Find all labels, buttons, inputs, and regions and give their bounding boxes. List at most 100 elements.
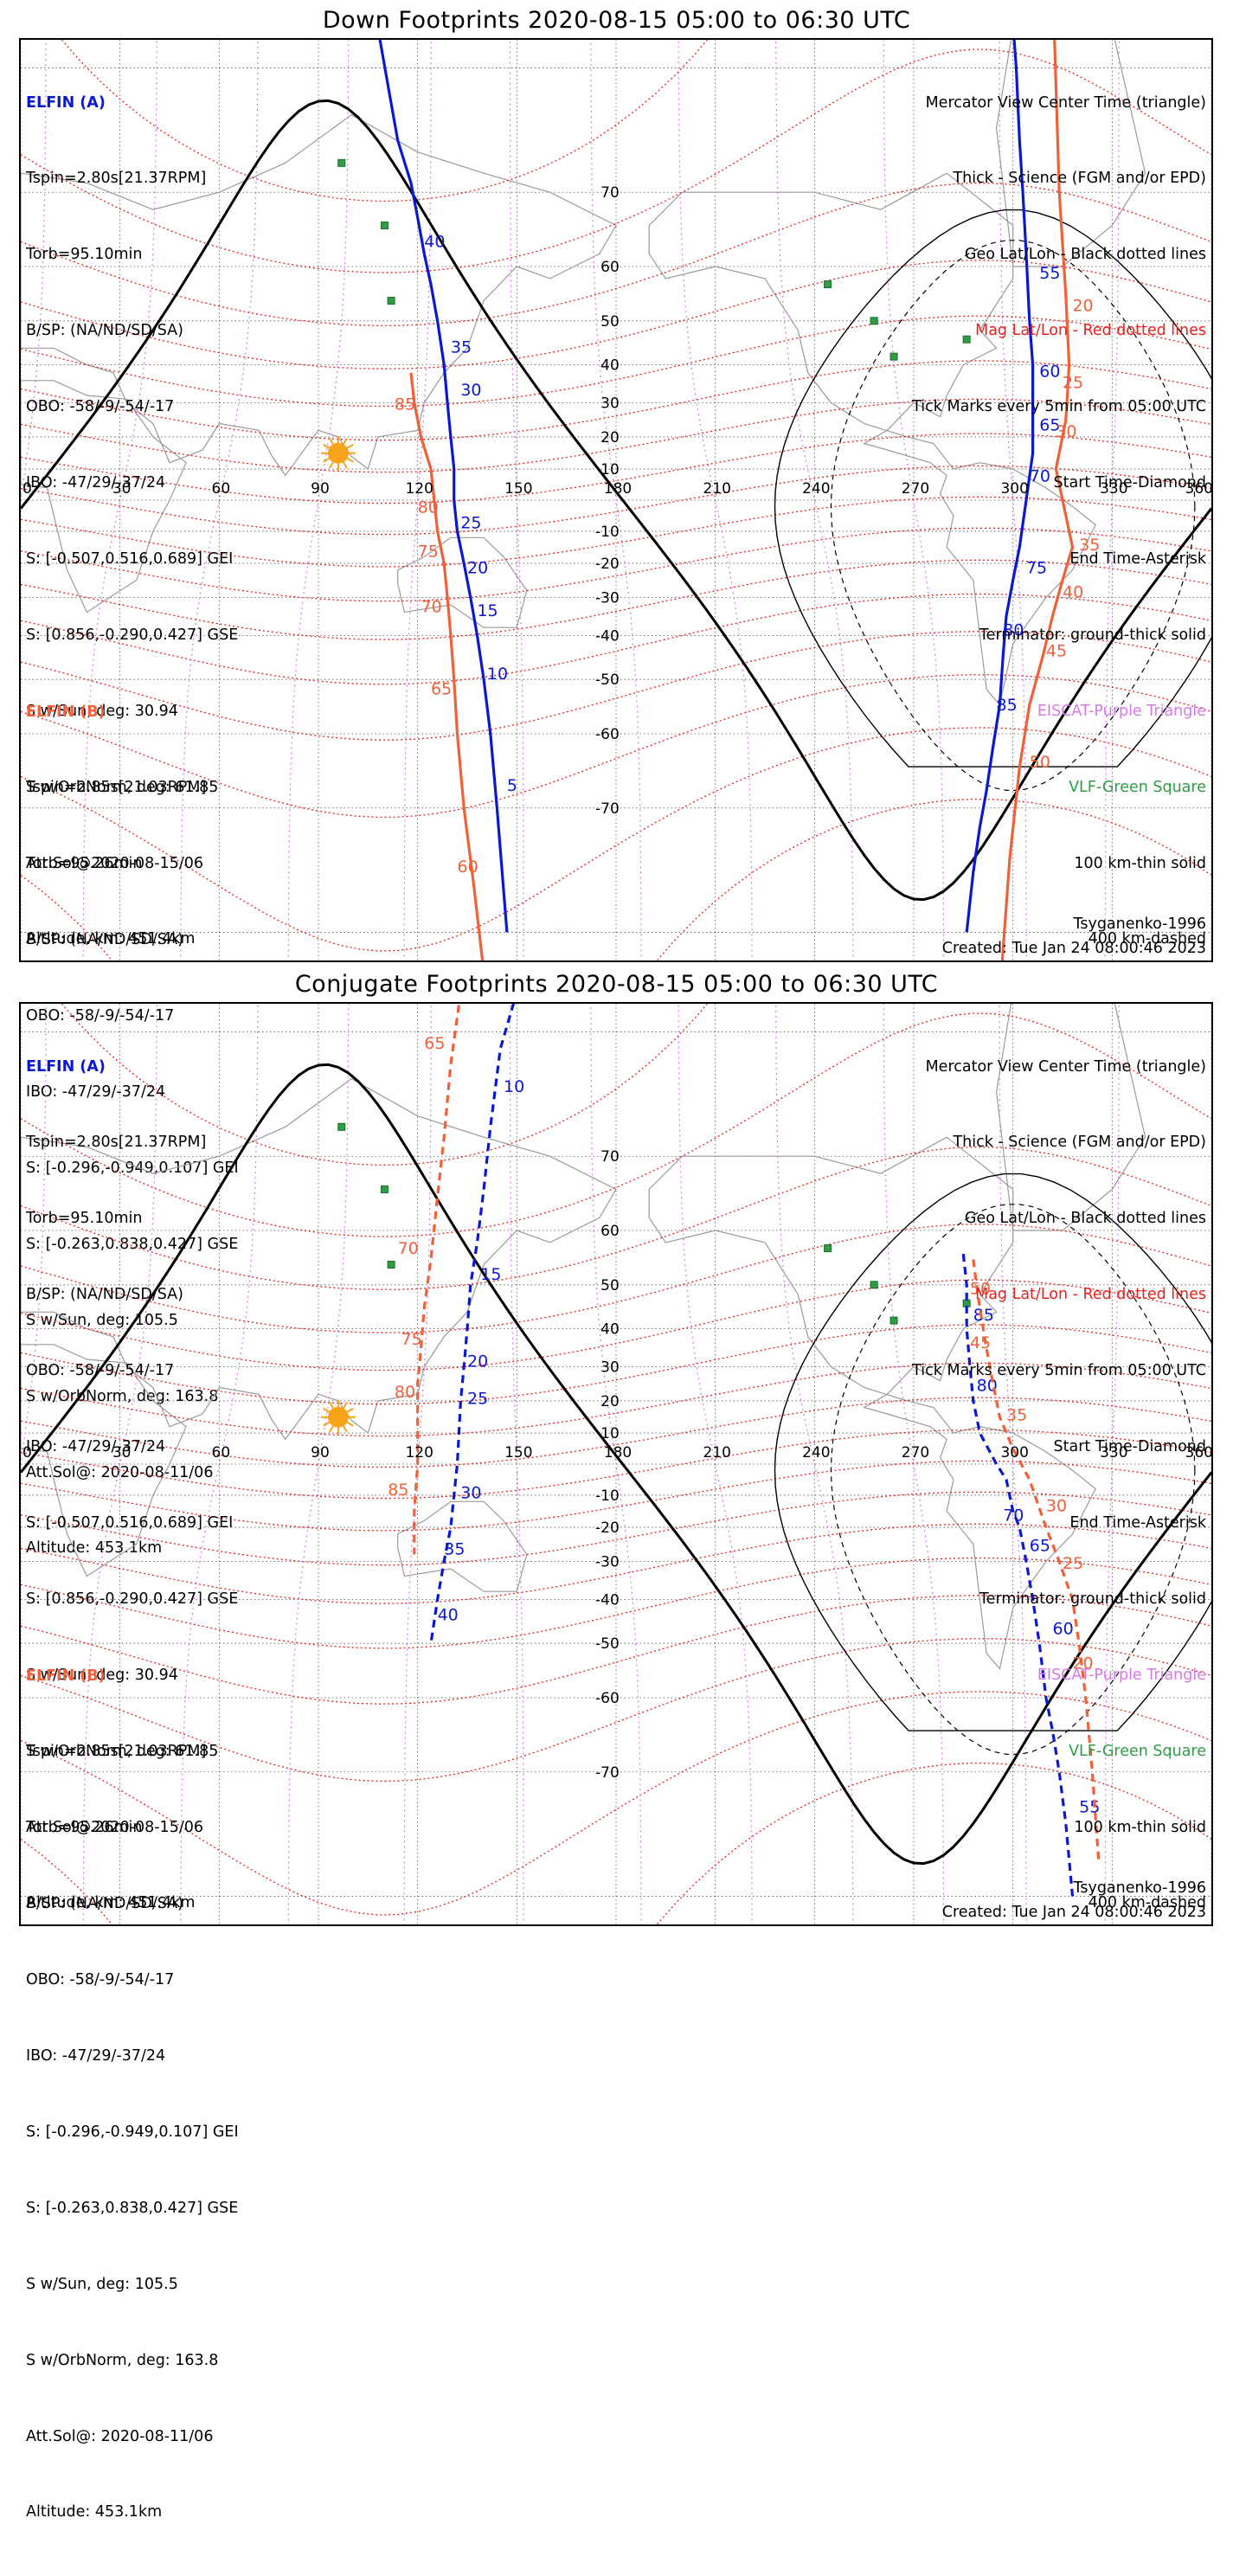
elfin-a-track-tick-label: 60 [1039,362,1060,381]
mag-parallel [21,1460,1211,1532]
legend-line: 400 km-dashed [1088,1894,1206,1912]
info-line: S w/OrbNorm, deg: 163.8 [26,1387,219,1405]
elfin-a-track-tick-label: 35 [444,1539,465,1558]
elfin-a-track-tick-label: 25 [467,1390,488,1409]
sun-ray [329,1425,334,1433]
elfin-a-track [429,1004,516,1644]
info-line: Att.Sol@: 2020-08-11/06 [26,1463,214,1481]
sun-ray [323,1407,331,1413]
elfin-b-track-tick-label: 70 [398,1239,419,1258]
legend-line: 100 km-thin solid [1074,1818,1206,1836]
info-line: Altitude, km: 451.4km [26,930,196,948]
info-line: Torb=95.26min [26,1819,143,1837]
latitude-label: 70 [600,1148,620,1166]
info-line: S: [-0.296,-0.949,0.107] GEI [26,2123,239,2141]
elfin-a-track-tick-label: 25 [460,513,481,532]
longitude-label: 90 [311,1444,330,1461]
mag-parallel [21,1429,1211,1500]
latitude-label: -40 [595,1591,620,1609]
down-footprints-panel: Down Footprints 2020-08-15 05:00 to 06:3… [0,0,1233,1557]
mag-parallel [21,593,1211,685]
mag-parallel [21,1279,1211,1372]
mag-parallel [21,1638,1211,1783]
longitude-label: 60 [212,1444,231,1461]
info-line: Tspin=2.85s[21.03RPM] [26,1743,207,1761]
elfin-a-track-tick-label: 10 [504,1077,524,1096]
info-line: IBO: -47/29/-37/24 [26,1083,166,1102]
vlf-station-marker [380,222,389,230]
elfin-b-track-tick-label: 35 [1079,536,1100,555]
sun-ray [346,443,354,449]
info-line: Tspin=2.80s[21.37RPM] [26,1134,207,1152]
elfin-a-track-tick-label: 75 [1026,559,1047,578]
mag-meridian [590,40,642,960]
elfin-b-track-tick-label: 80 [395,1383,415,1402]
elfin-a-track-tick-label: 40 [424,233,445,252]
latitude-label: 40 [600,1321,620,1339]
longitude-label: 0 [22,1444,32,1461]
latitude-label: 50 [600,313,620,331]
vlf-station-marker [870,317,878,325]
longitude-label: 120 [405,480,433,498]
legend-block: Mercator View Center Time (triangle) Thi… [912,40,1206,1003]
mag-meridian [82,40,157,960]
info-line: S: [-0.263,0.838,0.427] GSE [26,1235,239,1253]
info-line: IBO: -47/29/-37/24 [26,474,166,492]
latitude-label: -60 [595,726,620,743]
vlf-station-marker [824,1244,832,1253]
info-line: IBO: -47/29/-37/24 [26,2047,166,2065]
legend-line: EISCAT-Purple Triangle [1037,702,1206,720]
info-line: S w/OrbNorm, deg: 61.85 [26,778,219,796]
elfin-a-track-tick-label: 35 [451,337,472,357]
elfin-a-info: ELFIN (A) Tspin=2.80s[21.37RPM] Torb=95.… [26,1004,238,1967]
info-line: OBO: -58/-9/-54/-17 [26,1971,175,1989]
legend-line: Start Time-Diamond [1053,1438,1206,1456]
elfin-b-track-tick-label: 70 [421,597,441,616]
legend-line: Thick - Science (FGM and/or EPD) [953,170,1206,188]
legend-line: Tick Marks every 5min from 05:00 UTC [912,1362,1206,1380]
elfin-b-track [413,1004,461,1555]
mag-meridian [678,40,753,960]
latitude-label: 60 [600,1223,620,1240]
longitude-label: 360 [1185,1444,1211,1461]
elfin-b-track-tick-label: 85 [388,1481,408,1500]
legend-line: End Time-Asterisk [1069,1513,1206,1532]
elfin-a-track-tick-label: 30 [460,381,481,400]
model-label: Tsyganenko-1996 [1073,915,1206,933]
elfin-a-track-tick-label: 15 [477,601,498,620]
elfin-a-track-tick-label: 40 [438,1606,459,1625]
mag-meridian [509,40,524,960]
mag-meridian [403,40,432,960]
elfin-b-track-tick-label: 25 [1063,374,1083,393]
latitude-label: 70 [600,184,620,202]
sun-ray [343,437,348,445]
info-line: B/SP: (NA/ND/SD/SA) [26,931,183,949]
elfin-b-track-tick-label: 20 [1072,296,1093,315]
latitude-label: 20 [600,429,620,446]
mag-parallel [21,496,1211,568]
mag-parallel [21,315,1211,408]
elfin-a-track-tick-label: 70 [1030,466,1050,485]
elfin-a-track-tick-label: 70 [1003,1506,1024,1525]
elfin-b-track-tick-label: 65 [431,679,452,698]
mag-meridian [180,40,259,960]
elfin-b-track-tick-label: 50 [1030,753,1050,772]
info-line: Tspin=2.80s[21.37RPM] [26,170,207,188]
mag-parallel [21,182,1211,326]
info-line: B/SP: (NA/ND/SD/SA) [26,322,183,340]
legend-line: 100 km-thin solid [1074,854,1206,872]
coastline [995,1004,1146,1231]
legend-line: Mercator View Center Time (triangle) [925,93,1206,112]
vlf-station-marker [337,158,346,167]
elfin-b-track-tick-label: 20 [1072,1654,1093,1673]
elfin-b-track-tick-label: 75 [401,1330,422,1349]
info-line: Att.Sol@2020-08-15/06 [26,1818,203,1836]
elfin-a-track-tick-label: 30 [460,1484,481,1503]
info-line: OBO: -58/-9/-54/-17 [26,1362,175,1380]
mag-meridian [287,40,350,960]
info-line: Torb=95.26min [26,855,143,873]
mag-meridian [775,40,854,960]
elfin-b-header: ELFIN (B) [26,1667,106,1685]
mag-parallel [21,1224,1211,1333]
sun-icon [320,435,356,471]
